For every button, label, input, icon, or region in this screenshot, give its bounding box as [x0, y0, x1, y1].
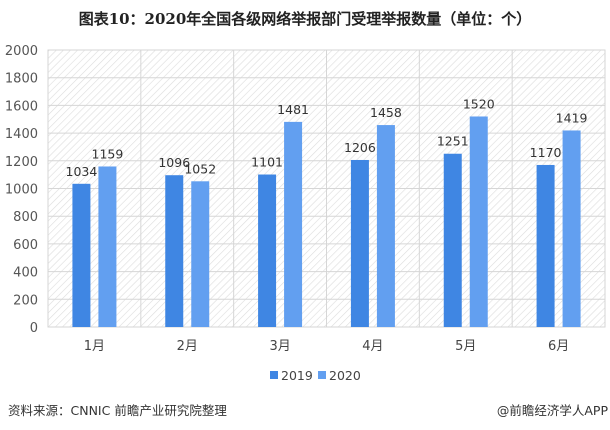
source-note: 资料来源：CNNIC 前瞻产业研究院整理 — [8, 403, 227, 418]
chart-title: 图表10：2020年全国各级网络举报部门受理举报数量（单位：个） — [78, 10, 532, 28]
bar-2020-6月 — [562, 130, 581, 327]
bar-2019-6月 — [536, 164, 555, 327]
y-tick-label: 600 — [13, 238, 38, 253]
bar-2020-1月 — [98, 166, 117, 327]
y-tick-label: 0 — [30, 321, 38, 336]
data-label: 1034 — [66, 164, 98, 179]
y-tick-label: 200 — [13, 293, 38, 308]
bar-2019-2月 — [165, 175, 184, 327]
bar-2019-1月 — [72, 183, 91, 327]
data-label: 1101 — [251, 155, 283, 170]
bar-2020-4月 — [376, 125, 395, 327]
y-tick-label: 1400 — [5, 127, 38, 142]
data-label: 1170 — [530, 145, 562, 160]
x-tick-label: 5月 — [455, 339, 476, 354]
y-tick-label: 800 — [13, 210, 38, 225]
y-tick-label: 2000 — [5, 44, 38, 59]
y-tick-label: 1800 — [5, 72, 38, 87]
data-label: 1419 — [556, 110, 588, 125]
legend-label: 2020 — [329, 368, 361, 383]
x-tick-label: 6月 — [548, 339, 569, 354]
y-tick-label: 1600 — [5, 99, 38, 114]
data-label: 1481 — [277, 102, 309, 117]
bar-2020-3月 — [284, 121, 303, 327]
legend-swatch — [270, 371, 278, 379]
legend-label: 2019 — [281, 368, 313, 383]
y-tick-label: 1000 — [5, 183, 38, 198]
x-tick-label: 4月 — [362, 339, 383, 354]
data-label: 1458 — [370, 105, 402, 120]
y-tick-label: 400 — [13, 266, 38, 281]
x-tick-label: 2月 — [177, 339, 198, 354]
x-tick-label: 1月 — [84, 339, 105, 354]
data-label: 1052 — [184, 161, 216, 176]
data-label: 1206 — [344, 140, 376, 155]
bar-2020-2月 — [191, 181, 210, 327]
bar-2019-4月 — [350, 159, 369, 327]
bar-2019-5月 — [443, 153, 462, 327]
data-label: 1096 — [158, 155, 190, 170]
bar-2020-5月 — [469, 116, 488, 327]
y-tick-label: 1200 — [5, 155, 38, 170]
x-tick-label: 3月 — [269, 339, 290, 354]
brand-credit: @前瞻经济学人APP — [496, 403, 608, 418]
bar-2019-3月 — [258, 174, 277, 327]
data-label: 1159 — [92, 146, 124, 161]
legend-swatch — [318, 371, 326, 379]
data-label: 1251 — [437, 134, 469, 149]
data-label: 1520 — [463, 96, 495, 111]
